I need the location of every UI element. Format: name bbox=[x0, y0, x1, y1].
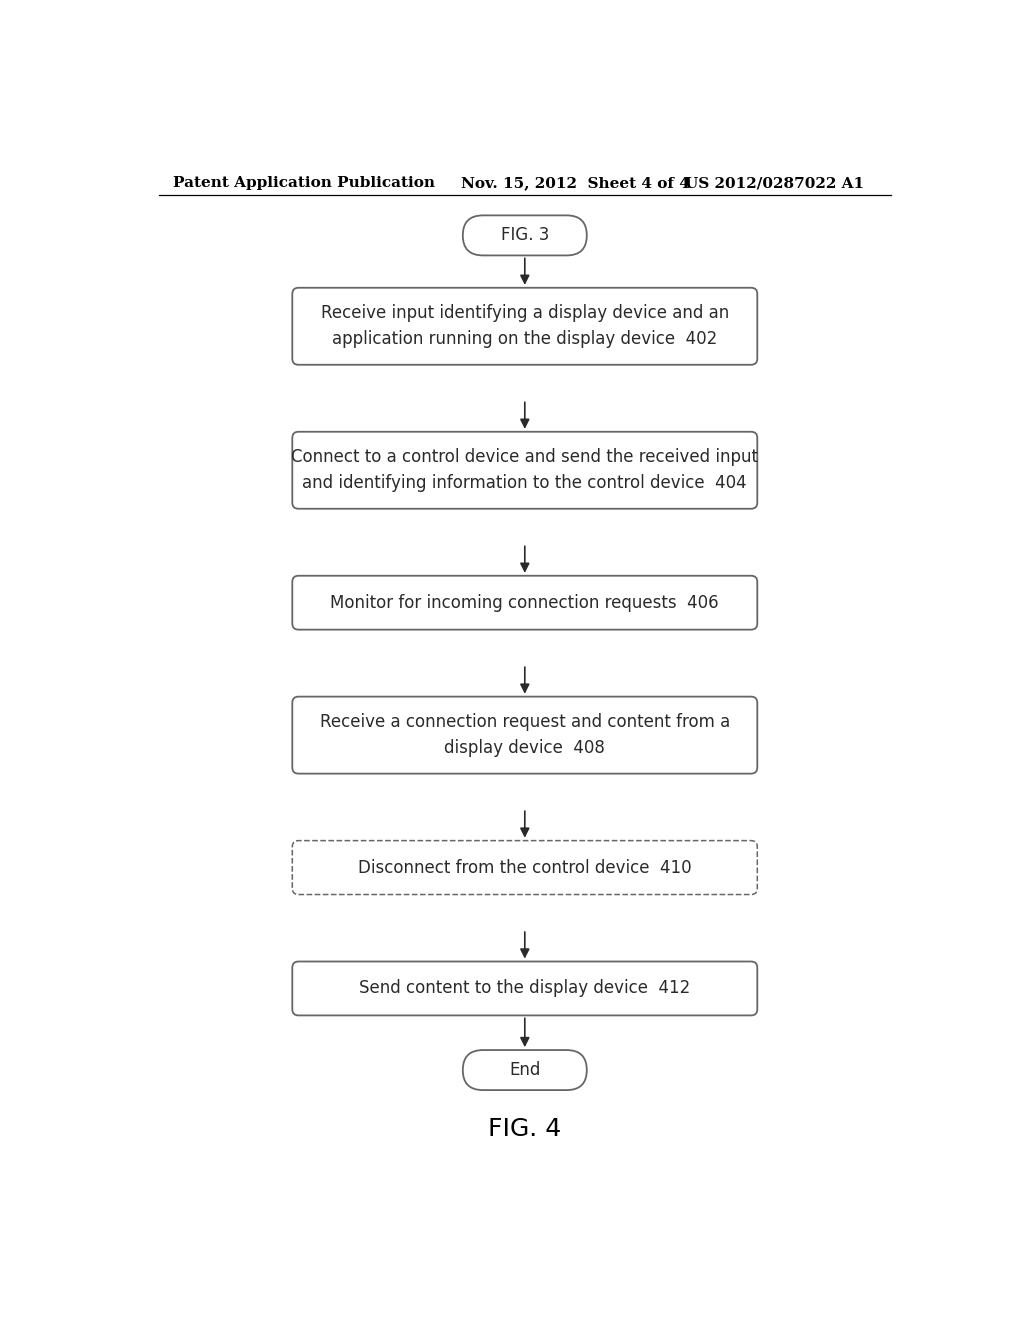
FancyBboxPatch shape bbox=[292, 432, 758, 508]
Text: Nov. 15, 2012  Sheet 4 of 4: Nov. 15, 2012 Sheet 4 of 4 bbox=[461, 176, 690, 190]
Text: Receive input identifying a display device and an: Receive input identifying a display devi… bbox=[321, 304, 729, 322]
Text: and identifying information to the control device  404: and identifying information to the contr… bbox=[302, 474, 748, 492]
Text: FIG. 4: FIG. 4 bbox=[488, 1117, 561, 1140]
Text: Patent Application Publication: Patent Application Publication bbox=[173, 176, 435, 190]
Text: Monitor for incoming connection requests  406: Monitor for incoming connection requests… bbox=[331, 594, 719, 611]
FancyBboxPatch shape bbox=[463, 1051, 587, 1090]
Text: FIG. 3: FIG. 3 bbox=[501, 227, 549, 244]
FancyBboxPatch shape bbox=[292, 841, 758, 895]
Text: Connect to a control device and send the received input: Connect to a control device and send the… bbox=[291, 449, 759, 466]
Text: Send content to the display device  412: Send content to the display device 412 bbox=[359, 979, 690, 998]
Text: display device  408: display device 408 bbox=[444, 739, 605, 758]
Text: application running on the display device  402: application running on the display devic… bbox=[332, 330, 718, 348]
FancyBboxPatch shape bbox=[292, 288, 758, 364]
FancyBboxPatch shape bbox=[463, 215, 587, 256]
FancyBboxPatch shape bbox=[292, 961, 758, 1015]
Text: End: End bbox=[509, 1061, 541, 1078]
FancyBboxPatch shape bbox=[292, 576, 758, 630]
Text: US 2012/0287022 A1: US 2012/0287022 A1 bbox=[685, 176, 864, 190]
FancyBboxPatch shape bbox=[292, 697, 758, 774]
Text: Receive a connection request and content from a: Receive a connection request and content… bbox=[319, 713, 730, 731]
Text: Disconnect from the control device  410: Disconnect from the control device 410 bbox=[358, 858, 691, 876]
